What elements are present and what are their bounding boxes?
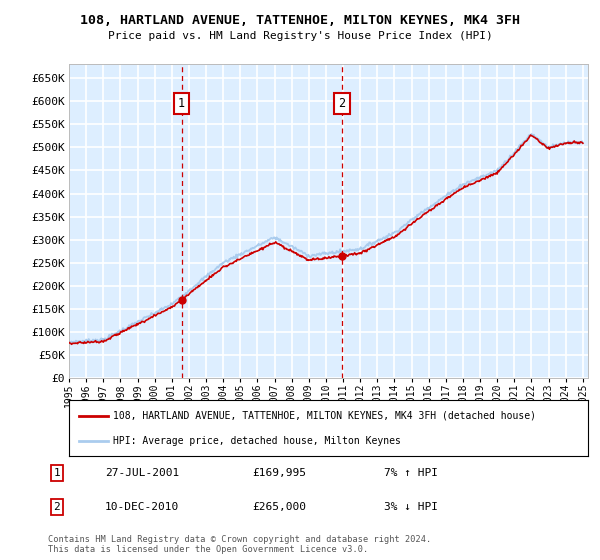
Text: 108, HARTLAND AVENUE, TATTENHOE, MILTON KEYNES, MK4 3FH (detached house): 108, HARTLAND AVENUE, TATTENHOE, MILTON … (113, 410, 536, 421)
Text: 2: 2 (338, 97, 346, 110)
Text: 2: 2 (53, 502, 61, 512)
Text: Price paid vs. HM Land Registry's House Price Index (HPI): Price paid vs. HM Land Registry's House … (107, 31, 493, 41)
Text: 1: 1 (178, 97, 185, 110)
Text: 1: 1 (53, 468, 61, 478)
Text: £265,000: £265,000 (252, 502, 306, 512)
Text: HPI: Average price, detached house, Milton Keynes: HPI: Average price, detached house, Milt… (113, 436, 401, 446)
Text: 27-JUL-2001: 27-JUL-2001 (105, 468, 179, 478)
Text: £169,995: £169,995 (252, 468, 306, 478)
Text: 3% ↓ HPI: 3% ↓ HPI (384, 502, 438, 512)
Text: 10-DEC-2010: 10-DEC-2010 (105, 502, 179, 512)
Text: 7% ↑ HPI: 7% ↑ HPI (384, 468, 438, 478)
Text: 108, HARTLAND AVENUE, TATTENHOE, MILTON KEYNES, MK4 3FH: 108, HARTLAND AVENUE, TATTENHOE, MILTON … (80, 14, 520, 27)
Text: Contains HM Land Registry data © Crown copyright and database right 2024.
This d: Contains HM Land Registry data © Crown c… (48, 535, 431, 554)
